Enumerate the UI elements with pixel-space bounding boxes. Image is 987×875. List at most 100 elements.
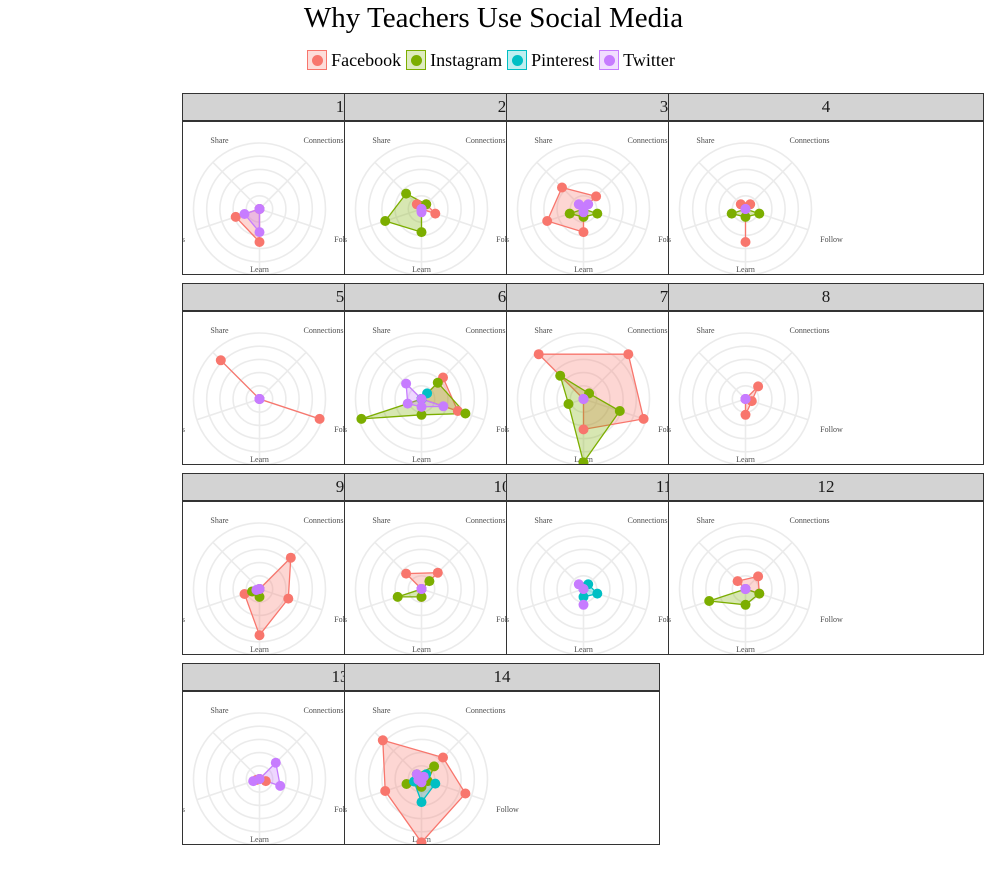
point-facebook-follow <box>460 788 471 799</box>
legend-item-pinterest: Pinterest <box>507 50 594 71</box>
series-area-instagram <box>559 374 621 464</box>
axis-label-share: Share <box>372 516 391 525</box>
grid-spoke <box>520 588 584 611</box>
grid-ring <box>192 712 327 844</box>
axis-label-connections: Connections <box>628 326 668 335</box>
point-twitter-share <box>416 584 427 594</box>
panel-plot-area: ConnectionsFollowLearnResourcesShare <box>344 691 660 845</box>
legend-key-facebook <box>307 50 328 70</box>
point-facebook-learn <box>416 837 427 844</box>
point-facebook-connections <box>753 571 764 582</box>
axis-label-resources: Resources <box>345 805 347 814</box>
radar-svg: ConnectionsFollowLearnResourcesShare <box>669 516 843 654</box>
point-twitter-share <box>254 204 265 214</box>
point-instagram-learn <box>416 409 427 420</box>
axis-label-learn: Learn <box>412 645 431 654</box>
point-facebook-share <box>533 349 544 360</box>
series-area-instagram <box>708 588 761 606</box>
chart-title: Why Teachers Use Social Media <box>303 2 684 34</box>
axis-label-share: Share <box>534 516 553 525</box>
point-facebook-connections <box>438 752 448 763</box>
axis-label-share: Share <box>696 516 715 525</box>
point-facebook-learn <box>578 227 589 238</box>
point-instagram-follow <box>614 406 625 416</box>
axis-label-follow: Follow <box>496 805 519 814</box>
point-facebook-learn <box>740 237 751 247</box>
legend-item-twitter: Twitter <box>599 50 675 71</box>
legend-dot-facebook <box>311 54 323 66</box>
radar-svg: ConnectionsFollowLearnResourcesShare <box>183 706 357 844</box>
point-pinterest-follow <box>430 778 441 789</box>
legend: Facebook Instagram Pinterest Twitter <box>0 47 987 73</box>
point-twitter-connections <box>270 757 281 768</box>
grid-spoke <box>583 398 647 421</box>
radar-svg: ConnectionsFollowLearnResourcesShare <box>669 136 843 274</box>
radar-svg: ConnectionsFollowLearnResourcesShare <box>345 136 519 274</box>
point-twitter-learn <box>416 401 427 412</box>
point-facebook-resources <box>230 211 241 222</box>
radar-svg: ConnectionsFollowLearnResourcesShare <box>183 136 357 274</box>
axis-label-resources: Resources <box>507 425 509 434</box>
axis-label-learn: Learn <box>412 455 431 464</box>
point-twitter-share <box>411 769 422 780</box>
legend-dot-pinterest <box>511 54 523 66</box>
grid-ring <box>354 522 489 654</box>
point-facebook-connections <box>623 349 634 360</box>
point-twitter-resources <box>402 398 413 409</box>
point-instagram-resources <box>726 208 737 219</box>
point-twitter-share <box>578 394 589 404</box>
axis-label-resources: Resources <box>183 425 185 434</box>
panel-14: 14ConnectionsFollowLearnResourcesShare <box>344 663 660 845</box>
axis-label-connections: Connections <box>466 136 506 145</box>
axis-label-learn: Learn <box>574 265 593 274</box>
legend-label-facebook: Facebook <box>331 49 402 70</box>
point-facebook-share <box>732 576 743 587</box>
axis-label-resources: Resources <box>345 615 347 624</box>
panel-8: 8 Connections Follow Learn Resources Share <box>668 283 984 465</box>
axis-label-share: Share <box>696 136 715 145</box>
axis-label-learn: Learn <box>412 265 431 274</box>
point-facebook-learn <box>254 630 265 641</box>
axis-label-connections: Connections <box>628 136 668 145</box>
axis-label-resources: Resources <box>507 235 509 244</box>
legend-dot-twitter <box>603 54 615 66</box>
axis-label-resources: Resources <box>345 425 347 434</box>
grid-ring <box>678 522 813 654</box>
legend-label-pinterest: Pinterest <box>531 49 595 70</box>
point-facebook-learn <box>740 409 751 420</box>
point-facebook-connections <box>432 567 443 578</box>
point-facebook-learn <box>578 424 589 435</box>
axis-label-learn: Learn <box>250 645 269 654</box>
point-twitter-follow <box>438 401 449 412</box>
grid-spoke <box>682 398 746 421</box>
panel-plot-area: ConnectionsFollowLearnResourcesShare <box>668 311 984 465</box>
axis-label-connections: Connections <box>790 326 830 335</box>
axis-label-connections: Connections <box>304 326 344 335</box>
axis-label-learn: Learn <box>736 455 755 464</box>
point-instagram-learn <box>740 211 751 222</box>
panel-4: 4 Connections Follow Learn Resources Share <box>668 93 984 275</box>
grid-ring <box>192 142 327 274</box>
grid-ring <box>192 522 327 654</box>
radar-svg: ConnectionsFollowLearnResourcesShare <box>507 136 681 274</box>
axis-label-resources: Resources <box>345 235 347 244</box>
axis-label-share: Share <box>534 136 553 145</box>
point-twitter-share <box>573 579 584 590</box>
point-instagram-learn <box>416 227 427 238</box>
axis-label-connections: Connections <box>466 326 506 335</box>
axis-label-learn: Learn <box>736 265 755 274</box>
axis-label-connections: Connections <box>790 136 830 145</box>
axis-label-share: Share <box>534 326 553 335</box>
point-twitter-share <box>254 774 265 784</box>
panel-12: 12 Connections Follow Learn Resources Share <box>668 473 984 655</box>
point-twitter-share <box>254 394 265 404</box>
axis-label-learn: Learn <box>250 835 269 844</box>
point-facebook-follow <box>430 208 441 219</box>
radar-svg: ConnectionsFollowLearnResourcesShare <box>669 326 843 464</box>
axis-label-learn: Learn <box>574 645 593 654</box>
point-instagram-resources <box>704 596 715 606</box>
grid-spoke <box>212 541 261 590</box>
axis-label-share: Share <box>372 326 391 335</box>
point-twitter-share <box>573 199 584 210</box>
grid-spoke <box>358 208 422 231</box>
